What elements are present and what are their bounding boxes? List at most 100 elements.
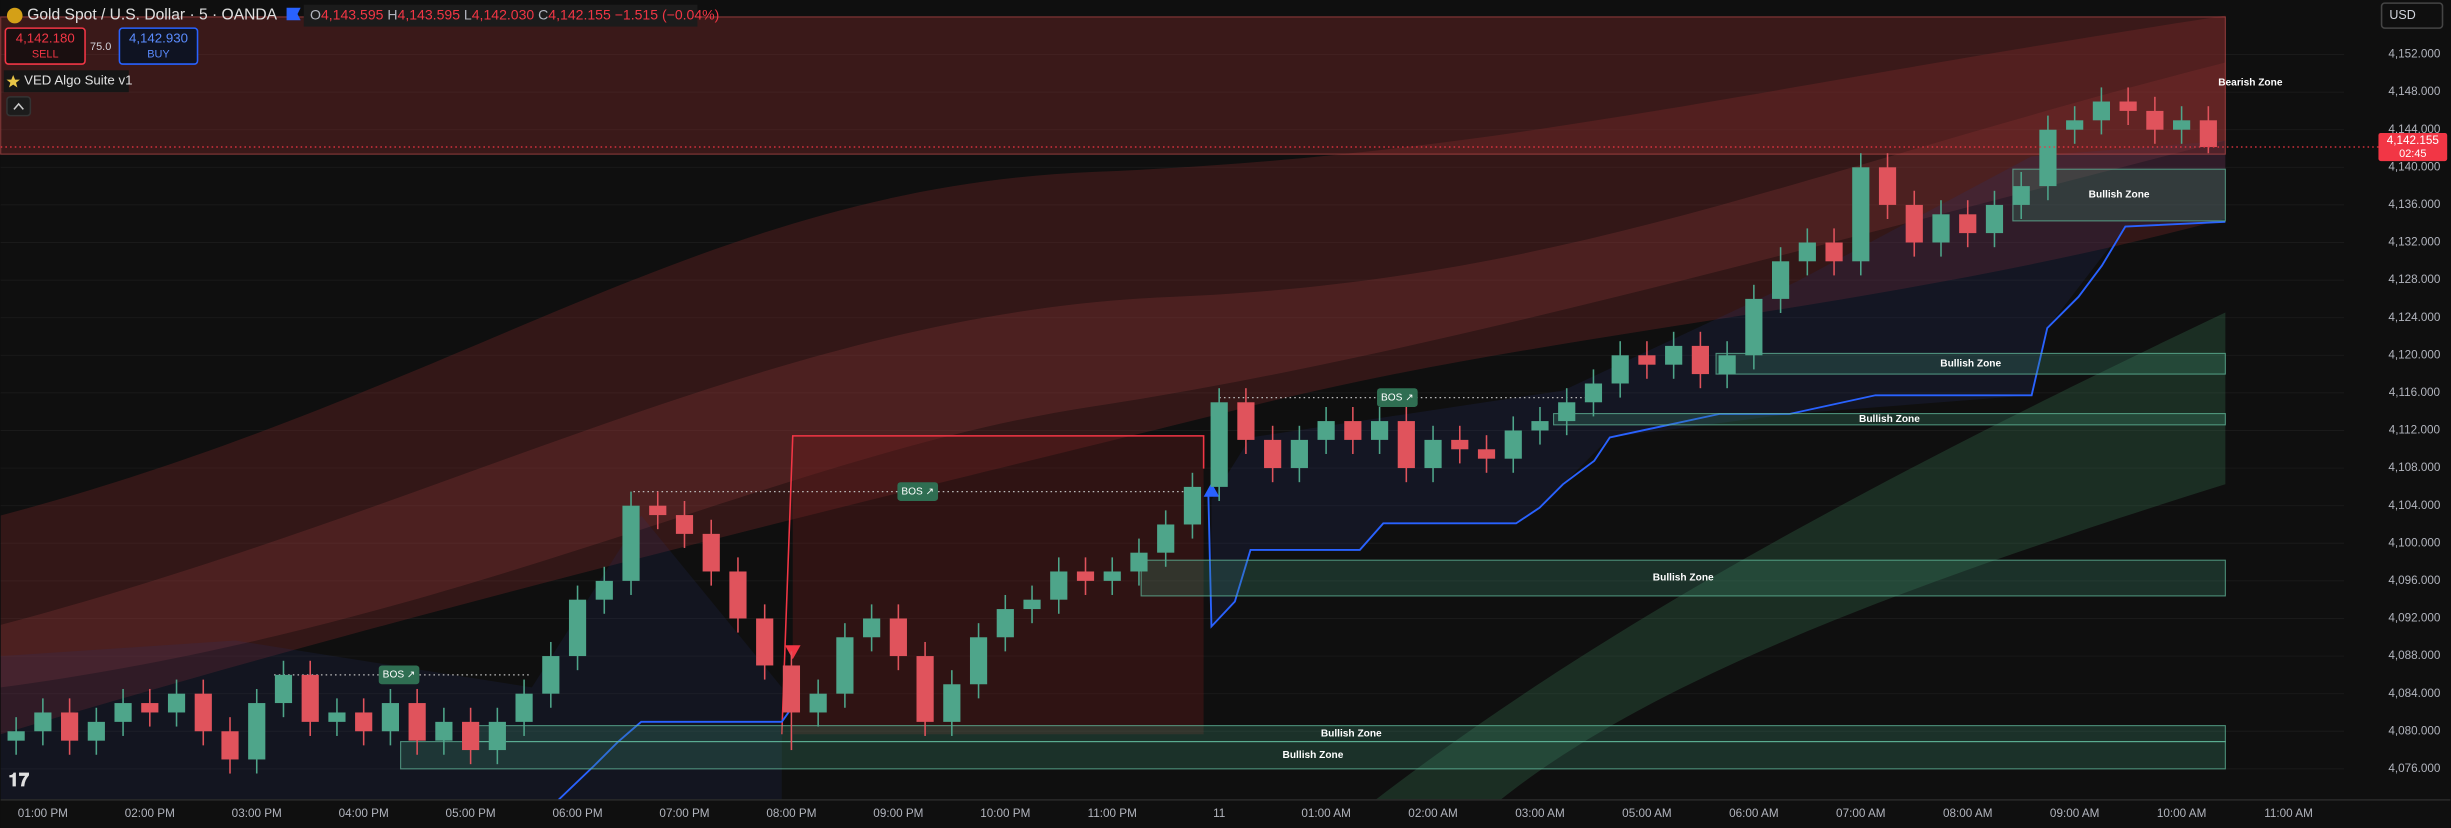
candle-body bbox=[87, 721, 105, 741]
bos-badge bbox=[1377, 388, 1418, 407]
candle-body bbox=[1451, 439, 1469, 450]
x-tick-label: 04:00 PM bbox=[339, 807, 389, 820]
x-tick-label: 03:00 AM bbox=[1515, 807, 1564, 820]
zone-label: Bullish Zone bbox=[1321, 728, 1382, 739]
x-tick-label: 11 bbox=[1213, 807, 1225, 820]
candle-body bbox=[2146, 110, 2164, 130]
y-tick-label: 4,100.000 bbox=[2388, 536, 2441, 549]
candle-body bbox=[1584, 383, 1603, 403]
candle-body bbox=[1985, 204, 2004, 234]
candle-body bbox=[1157, 524, 1175, 553]
x-tick-label: 10:00 AM bbox=[2157, 807, 2206, 820]
zone-label: Bullish Zone bbox=[1940, 358, 2001, 369]
candle-body bbox=[836, 637, 854, 694]
spread: 75.0 bbox=[90, 41, 111, 53]
ohlc-key: C bbox=[538, 6, 548, 22]
candle-body bbox=[729, 571, 747, 619]
x-tick-label: 08:00 PM bbox=[766, 807, 816, 820]
candle-body bbox=[1264, 439, 1282, 469]
y-tick-label: 4,076.000 bbox=[2388, 762, 2441, 775]
overlay: Bearish Zone Bullish Zone Bullish Zone Bull… bbox=[0, 16, 2283, 774]
last-price-label: 4,142.155 bbox=[2387, 134, 2440, 147]
bear-ribbon bbox=[0, 15, 2226, 735]
zone-label: Bullish Zone bbox=[1653, 573, 1714, 584]
candle-body bbox=[1317, 421, 1335, 440]
candle-body bbox=[114, 703, 132, 722]
candle-body bbox=[863, 618, 881, 638]
indicator-box[interactable] bbox=[3, 70, 129, 93]
candle-body bbox=[756, 618, 774, 666]
candle-body bbox=[1130, 552, 1148, 572]
candle-body bbox=[355, 712, 373, 732]
y-tick-label: 4,080.000 bbox=[2388, 724, 2441, 737]
candle-body bbox=[194, 693, 212, 732]
trail-line bbox=[557, 710, 791, 800]
candle-body bbox=[2199, 120, 2217, 148]
y-tick-label: 4,140.000 bbox=[2388, 160, 2441, 173]
x-tick-label: 02:00 AM bbox=[1408, 807, 1457, 820]
zone-label: Bullish Zone bbox=[2089, 190, 2150, 201]
bos-badge bbox=[897, 482, 939, 501]
bullish-zone bbox=[1140, 559, 2226, 597]
trail-line bbox=[1207, 220, 2226, 629]
candle-body bbox=[221, 731, 239, 760]
candle-body bbox=[542, 656, 560, 694]
candle-body bbox=[381, 703, 400, 732]
candle-body bbox=[1691, 345, 1709, 375]
x-tick-label: 09:00 PM bbox=[873, 807, 923, 820]
candle-body bbox=[649, 505, 667, 516]
x-tick-label: 05:00 AM bbox=[1622, 807, 1671, 820]
indicator-name: VED Algo Suite v1 bbox=[24, 73, 132, 88]
bos-label: BOS ↗ bbox=[901, 486, 934, 497]
candle-body bbox=[1771, 261, 1790, 299]
bullish-zone bbox=[400, 741, 2226, 770]
collapse-button[interactable] bbox=[6, 96, 32, 117]
currency: USD bbox=[2389, 8, 2415, 22]
candle-body bbox=[488, 721, 506, 751]
buy-label: BUY bbox=[147, 49, 170, 61]
x-tick-label: 10:00 PM bbox=[980, 807, 1030, 820]
ohlc-value: 4,142.030 bbox=[472, 6, 535, 22]
x-tick-label: 09:00 AM bbox=[2050, 807, 2099, 820]
candle-body bbox=[1905, 204, 1923, 243]
ohlc-value: 4,143.595 bbox=[321, 6, 384, 22]
candle-body bbox=[889, 618, 907, 657]
candle-body bbox=[1424, 439, 1442, 469]
candle-body bbox=[1531, 421, 1549, 431]
candle-body bbox=[61, 712, 79, 741]
candle-body bbox=[408, 703, 426, 741]
candle-body bbox=[1825, 242, 1843, 262]
candle-body bbox=[1558, 402, 1576, 422]
zone-label: Bullish Zone bbox=[1283, 750, 1344, 761]
y-tick-label: 4,136.000 bbox=[2388, 198, 2441, 211]
candle-body bbox=[2066, 120, 2084, 130]
candle-body bbox=[301, 674, 319, 722]
bos-badge bbox=[378, 665, 420, 685]
candle-body bbox=[1210, 402, 1228, 487]
buy-button[interactable] bbox=[118, 27, 199, 65]
candle-body bbox=[1878, 167, 1897, 205]
candle-body bbox=[1050, 571, 1068, 600]
y-tick-label: 4,152.000 bbox=[2388, 48, 2441, 61]
candle-body bbox=[1290, 439, 1308, 469]
candle-body bbox=[969, 637, 988, 685]
currency-button[interactable] bbox=[2380, 2, 2444, 29]
candles bbox=[7, 87, 2217, 774]
candle-body bbox=[2012, 186, 2030, 205]
y-tick-label: 4,092.000 bbox=[2388, 612, 2441, 625]
y-tick-label: 4,128.000 bbox=[2388, 273, 2441, 286]
candle-body bbox=[916, 656, 934, 722]
candle-body bbox=[1023, 599, 1041, 610]
flag-icon bbox=[286, 7, 301, 21]
sell-label: SELL bbox=[32, 49, 59, 61]
y-tick-label: 4,148.000 bbox=[2388, 85, 2441, 98]
x-tick-label: 11:00 PM bbox=[1088, 807, 1137, 820]
sell-button[interactable] bbox=[4, 27, 86, 65]
ohlc-value: 4,143.595 bbox=[398, 6, 461, 22]
sell-price: 4,142.180 bbox=[16, 31, 75, 46]
logo: 𝟏𝟕 bbox=[8, 769, 29, 790]
y-tick-label: 4,104.000 bbox=[2388, 499, 2441, 512]
x-tick-label: 06:00 AM bbox=[1729, 807, 1778, 820]
y-tick-label: 4,144.000 bbox=[2388, 123, 2441, 136]
candle-body bbox=[1665, 345, 1683, 365]
